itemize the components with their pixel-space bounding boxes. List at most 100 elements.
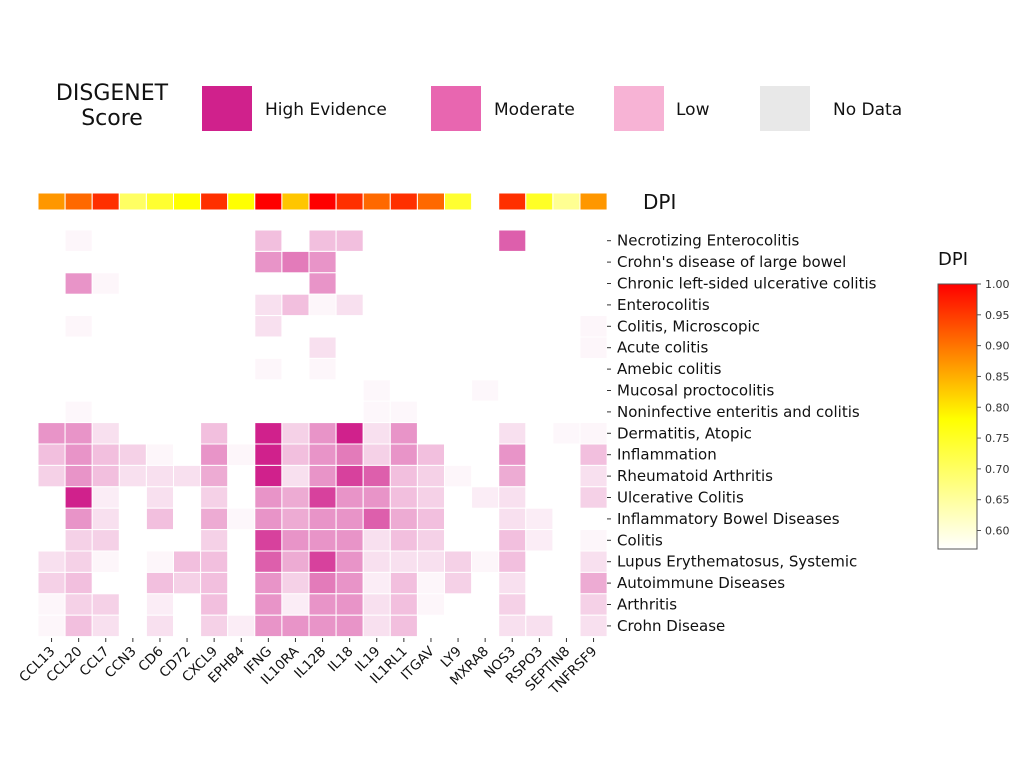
heatmap-cell	[335, 293, 364, 317]
dpi-cell-LY9	[444, 192, 473, 211]
legend-title-line2: Score	[81, 106, 143, 131]
dpi-cell-IL1RL1	[389, 192, 418, 211]
legend: DISGENET Score High Evidence Moderate Lo…	[56, 81, 902, 131]
legend-label-high: High Evidence	[265, 100, 387, 120]
heatmap-cell	[579, 443, 608, 466]
heatmap-cell	[145, 507, 174, 531]
heatmap-cell	[362, 422, 391, 445]
colorbar-ticks: 1.00 0.95 0.90 0.85 0.80 0.75 0.70 0.65 0.60	[977, 278, 1010, 538]
heatmap-cell	[281, 486, 310, 509]
heatmap-cell	[281, 593, 310, 616]
colorbar-tick-label: 0.90	[985, 340, 1010, 353]
colorbar-tick-label: 0.80	[985, 401, 1010, 414]
heatmap-cell	[416, 507, 445, 531]
heatmap-cell	[254, 315, 283, 338]
heatmap-cell	[64, 272, 93, 295]
heatmap-cell	[200, 593, 229, 616]
dpi-cell-NOS3	[498, 192, 527, 211]
heatmap-cell	[498, 422, 527, 445]
disease-label: Crohn's disease of large bowel	[617, 253, 846, 271]
heatmap-cell	[281, 571, 310, 595]
heatmap-cell	[200, 486, 229, 509]
legend-swatch-moderate	[431, 86, 481, 131]
gene-label: IL12B	[291, 644, 329, 682]
heatmap-cell	[579, 422, 608, 445]
heatmap-cell	[498, 464, 527, 488]
heatmap-cell	[64, 464, 93, 488]
gene-label: CCN3	[102, 644, 140, 682]
heatmap-cell	[173, 571, 202, 595]
heatmap-cell	[64, 614, 93, 638]
dpi-cell-CD6	[145, 192, 174, 211]
heatmap-cell	[200, 422, 229, 445]
heatmap-cell	[416, 443, 445, 466]
heatmap-cell	[362, 550, 391, 573]
dpi-cell-EPHB4	[227, 192, 256, 211]
legend-swatch-low	[614, 86, 664, 131]
heatmap-cell	[416, 486, 445, 509]
heatmap-cell	[389, 486, 418, 509]
colorbar-tick-label: 0.95	[985, 309, 1010, 322]
heatmap-cell	[281, 422, 310, 445]
heatmap-cell	[64, 315, 93, 338]
heatmap-cell	[579, 571, 608, 595]
disease-label: Mucosal proctocolitis	[617, 382, 774, 400]
disease-label: Colitis	[617, 531, 663, 549]
heatmap-cell	[37, 443, 66, 466]
heatmap-cell	[37, 422, 66, 445]
disease-label: Necrotizing Enterocolitis	[617, 232, 800, 250]
heatmap-cell	[308, 614, 337, 638]
dpi-cell-CCL7	[91, 192, 120, 211]
heatmap-cell	[579, 614, 608, 638]
heatmap-cell	[498, 571, 527, 595]
dpi-cell-CD72	[173, 192, 202, 211]
dpi-cell-RSPO3	[525, 192, 554, 211]
heatmap-cell	[64, 593, 93, 616]
heatmap-cell	[335, 550, 364, 573]
disease-label: Amebic colitis	[617, 360, 722, 378]
heatmap-cell	[362, 614, 391, 638]
heatmap-cell	[64, 400, 93, 424]
heatmap-cell	[145, 486, 174, 509]
disease-label: Colitis, Microscopic	[617, 317, 760, 335]
heatmap-cell	[281, 443, 310, 466]
dpi-cell-CCN3	[118, 192, 147, 211]
legend-label-nodata: No Data	[833, 100, 902, 120]
heatmap-cell	[498, 486, 527, 509]
heatmap-cell	[416, 529, 445, 552]
heatmap-cell	[281, 507, 310, 531]
heatmap-cell	[525, 507, 554, 531]
heatmap-cell	[498, 614, 527, 638]
heatmap-cell	[498, 443, 527, 466]
heatmap-cell	[308, 529, 337, 552]
disease-label: Lupus Erythematosus, Systemic	[617, 553, 857, 571]
heatmap-cell	[145, 571, 174, 595]
heatmap-cell	[227, 614, 256, 638]
heatmap-cell	[335, 464, 364, 488]
heatmap-cell	[389, 464, 418, 488]
colorbar-tick-label: 0.70	[985, 463, 1010, 476]
heatmap-cell	[362, 593, 391, 616]
heatmap-cell	[64, 507, 93, 531]
heatmap-cell	[362, 464, 391, 488]
colorbar-tick-label: 0.65	[985, 494, 1010, 507]
heatmap-cell	[91, 272, 120, 295]
heatmap-cell	[308, 550, 337, 573]
heatmap-cell	[308, 464, 337, 488]
heatmap-cell	[64, 529, 93, 552]
heatmap-cell	[362, 443, 391, 466]
dpi-cell-CCL13	[37, 192, 66, 211]
heatmap-cell	[254, 593, 283, 616]
heatmap-cell	[200, 464, 229, 488]
heatmap-cell	[308, 272, 337, 295]
heatmap-cell	[91, 422, 120, 445]
disease-label: Acute colitis	[617, 339, 708, 357]
heatmap-cell	[308, 336, 337, 359]
heatmap-cell	[444, 571, 473, 595]
heatmap-cell	[145, 464, 174, 488]
heatmap-cell	[91, 593, 120, 616]
heatmap-cell	[335, 571, 364, 595]
heatmap-cell	[254, 357, 283, 381]
heatmap-cell	[281, 293, 310, 317]
